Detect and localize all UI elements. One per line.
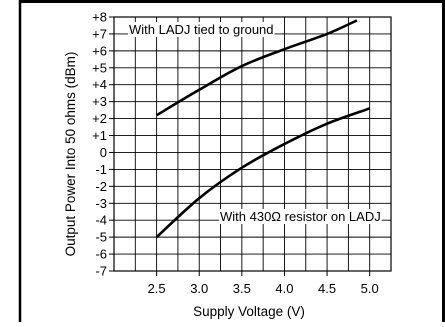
series-1-annotation: With LADJ tied to ground xyxy=(129,22,274,37)
axis-ticks: +8+7 +6 +5 +4 +3 +2 +1 0 -1 -2 -3 -4 -5 -6 -7 2.5 3.0 3.5… xyxy=(92,10,379,297)
x-tick-label: 3.0 xyxy=(190,281,208,296)
y-tick-label: +2 xyxy=(92,111,107,126)
x-axis-title: Supply Voltage (V) xyxy=(193,304,305,319)
x-tick-label: 2.5 xyxy=(148,281,166,296)
y-tick-label: -2 xyxy=(95,179,107,194)
y-tick-label: +4 xyxy=(92,77,107,92)
annotation-2-background xyxy=(219,209,382,224)
x-tick-label: 5.0 xyxy=(361,281,379,296)
y-tick-label: +5 xyxy=(92,60,107,75)
series-2-line xyxy=(155,107,371,239)
x-tick-label: 4.0 xyxy=(275,281,293,296)
y-tick-label: +3 xyxy=(92,94,107,109)
y-tick-label: +6 xyxy=(92,43,107,58)
y-tick-label: -3 xyxy=(95,196,107,211)
y-tick-label: 0 xyxy=(100,145,107,160)
y-tick-label: -6 xyxy=(95,247,107,262)
x-tick-label: 3.5 xyxy=(233,281,251,296)
y-tick-label: +8 xyxy=(92,10,107,25)
y-tick-label: -7 xyxy=(95,264,107,279)
y-axis-title: Output Power Into 50 ohms (dBm) xyxy=(63,52,78,257)
y-tick-label: -1 xyxy=(95,162,107,177)
y-tick-label: +1 xyxy=(92,128,107,143)
y-tick-label: -4 xyxy=(95,213,107,228)
series-lines xyxy=(155,19,371,239)
series-1-line xyxy=(155,19,358,117)
annotation-1-background xyxy=(128,22,275,37)
grid-lines xyxy=(114,16,391,272)
y-tick-label: +7 xyxy=(92,26,107,41)
x-tick-label: 4.5 xyxy=(318,281,336,296)
series-2-annotation: With 430Ω resistor on LADJ xyxy=(220,209,381,224)
y-tick-label: -5 xyxy=(95,230,107,245)
plot-area-border xyxy=(113,16,392,272)
